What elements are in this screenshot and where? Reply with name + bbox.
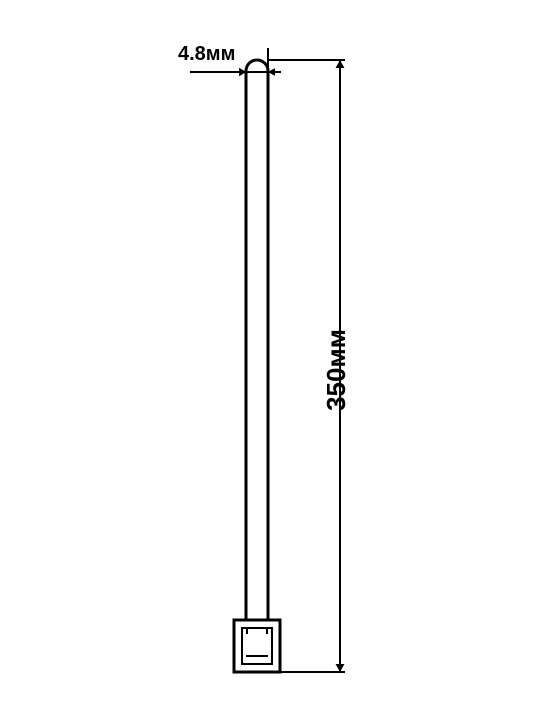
- dimension-diagram: 4.8мм 350мм: [0, 0, 540, 720]
- height-dimension-label: 350мм: [321, 329, 351, 411]
- width-dimension-label: 4.8мм: [178, 43, 235, 65]
